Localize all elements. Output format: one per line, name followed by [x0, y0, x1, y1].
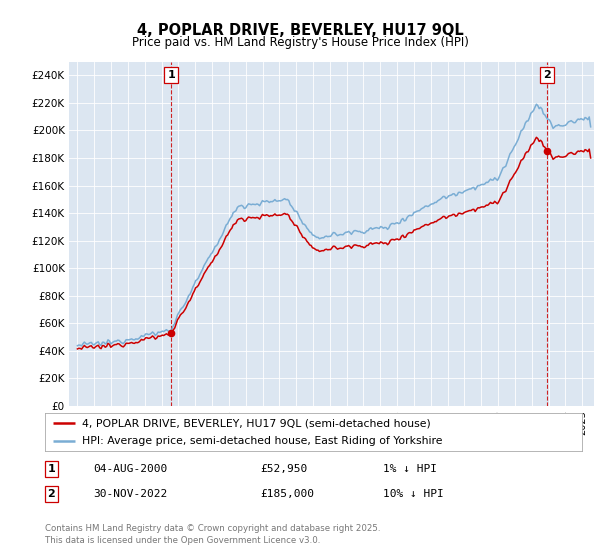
Text: HPI: Average price, semi-detached house, East Riding of Yorkshire: HPI: Average price, semi-detached house,…: [82, 436, 442, 446]
Text: 04-AUG-2000: 04-AUG-2000: [94, 464, 167, 474]
Text: 1: 1: [47, 464, 55, 474]
Text: 30-NOV-2022: 30-NOV-2022: [94, 489, 167, 499]
Text: 1: 1: [167, 69, 175, 80]
Text: 4, POPLAR DRIVE, BEVERLEY, HU17 9QL (semi-detached house): 4, POPLAR DRIVE, BEVERLEY, HU17 9QL (sem…: [82, 418, 430, 428]
Text: 1% ↓ HPI: 1% ↓ HPI: [383, 464, 437, 474]
Text: 2: 2: [544, 69, 551, 80]
Text: 2: 2: [47, 489, 55, 499]
Text: Price paid vs. HM Land Registry's House Price Index (HPI): Price paid vs. HM Land Registry's House …: [131, 36, 469, 49]
Text: 4, POPLAR DRIVE, BEVERLEY, HU17 9QL: 4, POPLAR DRIVE, BEVERLEY, HU17 9QL: [137, 24, 463, 38]
Text: Contains HM Land Registry data © Crown copyright and database right 2025.
This d: Contains HM Land Registry data © Crown c…: [45, 524, 380, 545]
Text: £185,000: £185,000: [260, 489, 314, 499]
Text: £52,950: £52,950: [260, 464, 307, 474]
Text: 10% ↓ HPI: 10% ↓ HPI: [383, 489, 444, 499]
